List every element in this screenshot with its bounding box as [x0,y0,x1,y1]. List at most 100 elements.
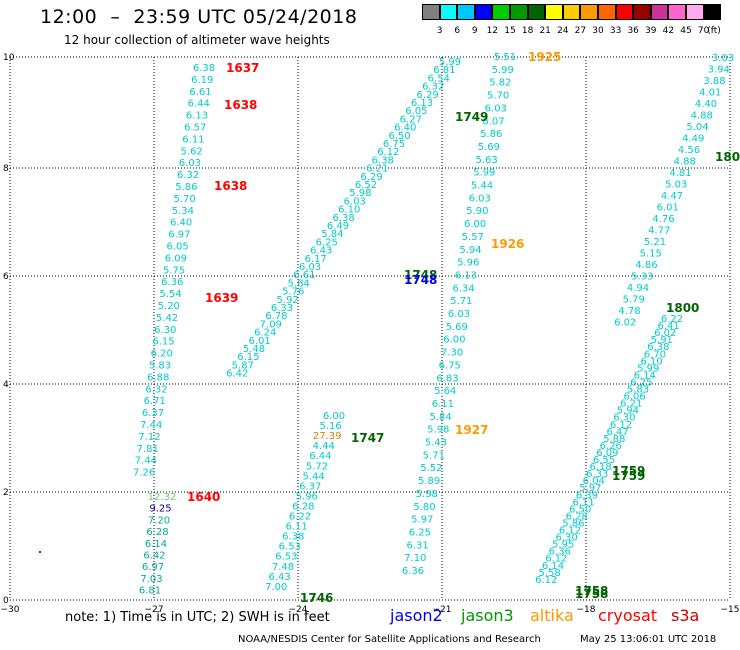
colorbar-swatch [615,4,634,20]
wave-height-label: 6.00 [464,219,486,230]
wave-height-label: 5.62 [181,146,203,157]
wave-height-label: 5.54 [159,289,181,300]
wave-height-label: 5.70 [487,91,509,102]
wave-height-label: 6.97 [168,230,190,241]
wave-height-label: 9.25 [149,504,171,515]
wave-height-label: 7.03 [140,574,162,585]
wave-height-label: 6.19 [191,75,213,86]
wave-height-label: 6.78 [265,311,287,322]
wave-height-label: 6.50 [569,504,591,515]
wave-height-label: 6.03 [299,262,321,273]
wave-height-label: 5.95 [552,540,574,551]
wave-height-label: 5.58 [538,568,560,579]
colorbar-level-label: 42 [662,26,675,36]
time-label: 1925 [528,50,561,64]
wave-height-label: 6.40 [170,218,192,229]
wave-height-label: 6.12 [559,526,581,537]
timestamp: May 25 13:06:01 UTC 2018 [580,634,717,645]
wave-height-label: 5.97 [579,483,601,494]
wave-height-label: 6.25 [630,377,652,388]
wave-height-label: 6.09 [596,448,618,459]
wave-height-label: 5.89 [418,476,440,487]
legend-s3a: s3a [671,606,700,625]
wave-height-label: 6.14 [634,370,656,381]
wave-height-label: 3.03 [712,53,734,64]
wave-height-label: 6.14 [145,539,167,550]
wave-height-label: 7.20 [148,515,170,526]
wave-height-label: 6.42 [143,551,165,562]
wave-height-label: 7.44 [135,456,157,467]
colorbar-swatch [686,4,704,20]
wave-height-label: 6.54 [428,73,450,84]
y-tick-label: 2 [3,488,9,498]
time-label: 1638 [224,98,257,112]
wave-height-label: 6.30 [613,413,635,424]
wave-height-label: 6.12 [610,420,632,431]
wave-height-label: 5.94 [459,245,481,256]
time-label: 1747 [351,431,384,445]
wave-height-label: 6.02 [654,328,676,339]
wave-height-label: 6.20 [151,349,173,360]
wave-height-label: 5.20 [158,301,180,312]
wave-height-label: 5.99 [637,363,659,374]
colorbar-swatch [545,4,563,20]
wave-height-label: 5.84 [321,229,343,240]
wave-height-label: 3.94 [708,65,730,76]
colorbar-level-label: 12 [486,26,499,36]
time-label: 180 [715,150,740,164]
wave-height-label: 4.77 [648,226,670,237]
colorbar-swatch [439,4,458,20]
colorbar-level-label: 70 [697,26,710,36]
wave-height-label: 6.03 [179,158,201,169]
wave-height-label: 4.88 [691,111,713,122]
wave-height-label: 6.15 [237,352,259,363]
wave-height-label: 6.33 [586,469,608,480]
wave-height-label: 3.88 [703,76,725,87]
time-label: 1758 [575,584,608,598]
wave-height-label: 6.32 [177,170,199,181]
y-tick-label: 8 [3,164,9,174]
wave-height-label: 6.75 [439,360,461,371]
wave-height-label: 6.03 [469,193,491,204]
wave-height-label: 5.82 [489,78,511,89]
wave-height-label: 6.36 [549,547,571,558]
wave-height-label: 6.33 [271,303,293,314]
wave-height-label: 6.06 [623,392,645,403]
wave-height-label: 5.92 [276,295,298,306]
colorbar-swatch [457,4,475,20]
wave-height-label: 4.44 [313,441,335,452]
colorbar-swatch [527,4,546,20]
wave-height-label: 5.21 [644,237,666,248]
wave-height-label: 27.39 [313,431,342,442]
wave-height-label: 6.47 [606,427,628,438]
wave-height-label: 5.71 [450,296,472,307]
wave-height-label: 6.13 [411,98,433,109]
wave-height-label: 6.09 [165,253,187,264]
wave-height-label: 5.34 [172,206,194,217]
wave-height-label: 6.12 [545,554,567,565]
wave-height-label: 6.42 [226,369,248,380]
legend-jason3: jason3 [461,606,514,625]
legend-altika: altika [530,606,574,625]
wave-height-label: 6.02 [614,318,636,329]
wave-height-label: 6.22 [289,512,311,523]
wave-height-label: 6.55 [593,455,615,466]
wave-height-label: 6.41 [657,321,679,332]
wave-height-label: 6.53 [275,552,297,563]
x-tick-label: −18 [577,605,596,615]
wave-height-label: 6.70 [644,349,666,360]
time-label: 1758 [575,587,608,601]
wave-height-label: 6.38 [282,532,304,543]
wave-height-label: 4.76 [652,214,674,225]
wave-height-label: 4.01 [699,88,721,99]
wave-height-label: 5.86 [480,129,502,140]
wave-height-label: 6.26 [600,441,622,452]
wave-height-label: 6.00 [323,411,345,422]
wave-height-label: 5.52 [420,463,442,474]
wave-height-label: 4.40 [695,99,717,110]
wave-height-label: 6.52 [355,180,377,191]
wave-height-label: 6.29 [360,172,382,183]
time-label: 1748 [404,273,437,287]
wave-height-label: 5.79 [623,295,645,306]
time-label: 1749 [455,110,488,124]
